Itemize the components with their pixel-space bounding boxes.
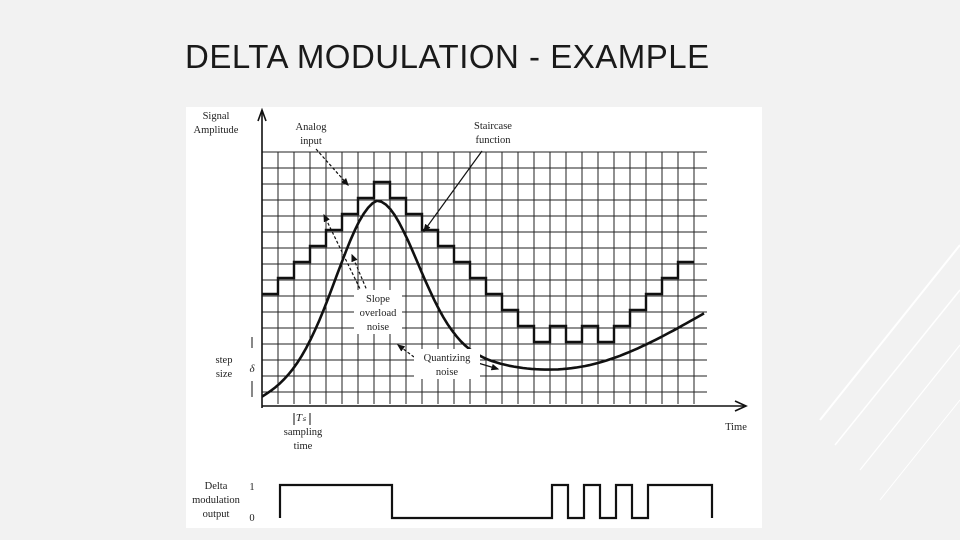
staircase-arrow-head: [423, 224, 431, 233]
staircase-function-label-line2: function: [476, 135, 512, 146]
staircase-arrow: [423, 150, 483, 232]
output-label-line1: Delta: [205, 481, 228, 492]
slope-overload-arrow-a-dash-head: [323, 213, 330, 223]
slope-overload-arrow-a-dash: [323, 214, 363, 294]
output-level-high: 1: [249, 482, 254, 493]
quantizing-noise-label-line1: Quantizing: [424, 353, 471, 364]
output-label-line3: output: [203, 509, 230, 520]
step-size-label-line1: step: [216, 355, 233, 366]
quantizing-arrow-dash-head: [396, 344, 405, 352]
diagram-svg: Signal Amplitude Time Analog input Stair…: [192, 107, 748, 524]
analog-input-label-line1: Analog: [296, 122, 328, 133]
annotation-arrows: [251, 148, 500, 425]
y-axis-arrowhead: [257, 107, 267, 122]
slope-overload-label-line3: noise: [367, 322, 390, 333]
quantizing-arrow-right-head: [490, 364, 500, 371]
analog-input-arrow-dash-head: [341, 178, 349, 186]
x-axis-arrowhead: [734, 400, 748, 412]
delta-modulation-output-waveform: [278, 483, 714, 520]
delta-modulation-figure: Signal Amplitude Time Analog input Stair…: [186, 107, 762, 528]
delta-symbol: δ: [249, 363, 255, 375]
sampling-time-label-line2: time: [294, 441, 313, 452]
quantizing-noise-label-line2: noise: [436, 367, 459, 378]
output-label-line2: modulation: [192, 495, 241, 506]
axes: [257, 107, 748, 412]
output-level-low: 0: [249, 513, 254, 524]
sampling-time-label-line1: sampling: [284, 427, 323, 438]
analog-input-label-line2: input: [300, 136, 322, 147]
x-axis-label: Time: [725, 422, 747, 433]
step-size-label-line2: size: [216, 369, 233, 380]
slope-overload-label-line2: overload: [360, 308, 397, 319]
slope-overload-arrow-b-dash-head: [351, 253, 358, 263]
analog-input-arrow-dash: [315, 148, 349, 186]
analog-input-curve: [261, 199, 705, 398]
staircase-function-label-line1: Staircase: [474, 121, 512, 132]
slide-title: DELTA MODULATION - EXAMPLE: [185, 38, 710, 75]
y-axis-label-line1: Signal: [203, 111, 230, 122]
slope-overload-label-line1: Slope: [366, 294, 390, 305]
staircase-function: [262, 180, 694, 344]
slope-overload-arrow-b-dash: [351, 254, 369, 294]
ts-symbol: Tₛ: [296, 412, 307, 424]
y-axis-label-line2: Amplitude: [194, 125, 239, 136]
